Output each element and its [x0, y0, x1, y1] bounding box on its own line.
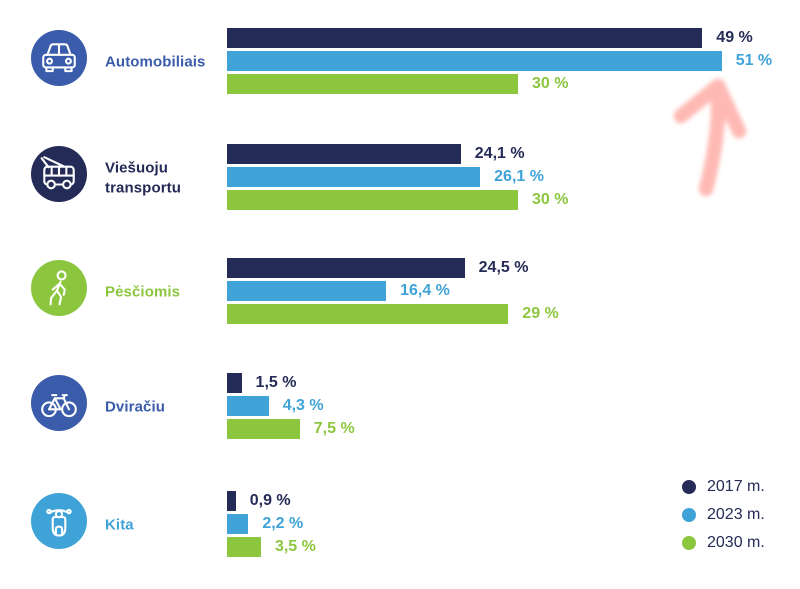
- bar-value-label: 24,1 %: [474, 145, 525, 162]
- bar-2023m: [227, 396, 269, 416]
- bar-2030m: [227, 537, 261, 557]
- bar-2017m: [227, 373, 242, 393]
- bar-group: 24,5 % 16,4 % 29 %: [227, 258, 559, 327]
- bar-row: 51 %: [227, 51, 772, 71]
- bar-row: 3,5 %: [227, 537, 316, 557]
- bar-row: 30 %: [227, 74, 772, 94]
- category-row: Dviračiu 1,5 % 4,3 % 7,5 %: [0, 373, 800, 439]
- category-label: Viešuoju transportu: [105, 159, 181, 197]
- bar-value-label: 30 %: [532, 191, 569, 208]
- legend-label: 2023 m.: [707, 506, 765, 523]
- bar-row: 4,3 %: [227, 396, 355, 416]
- bar-2030m: [227, 419, 300, 439]
- bar-row: 30 %: [227, 190, 568, 210]
- bar-value-label: 0,9 %: [249, 492, 291, 509]
- category-label: Pėsčiomis: [105, 283, 181, 301]
- bar-value-label: 49 %: [716, 29, 753, 46]
- bar-group: 49 % 51 % 30 %: [227, 28, 772, 97]
- bar-value-label: 26,1 %: [494, 168, 544, 185]
- bar-group: 0,9 % 2,2 % 3,5 %: [227, 491, 316, 560]
- trolleybus-icon: [38, 153, 80, 195]
- bar-row: 16,4 %: [227, 281, 559, 301]
- legend-label: 2030 m.: [707, 534, 765, 551]
- pedestrian-icon: [38, 267, 80, 309]
- category-row: Automobiliais 49 % 51 % 30 %: [0, 28, 800, 94]
- bar-value-label: 16,4 %: [400, 282, 450, 299]
- category-icon-badge: [31, 146, 87, 202]
- bicycle-icon: [38, 382, 80, 424]
- legend-dot-icon: [682, 508, 696, 522]
- bar-value-label: 29 %: [522, 305, 559, 322]
- bar-row: 0,9 %: [227, 491, 316, 511]
- bar-2017m: [227, 491, 236, 511]
- category-row: Viešuoju transportu 24,1 % 26,1 % 30 %: [0, 144, 800, 210]
- bar-value-label: 30 %: [532, 75, 569, 92]
- bar-value-label: 51 %: [735, 52, 773, 69]
- bar-2017m: [227, 144, 461, 164]
- bar-2023m: [227, 167, 481, 187]
- legend: 2017 m. 2023 m. 2030 m.: [682, 478, 765, 564]
- bar-2023m: [227, 281, 387, 301]
- bar-row: 2,2 %: [227, 514, 316, 534]
- legend-item: 2017 m.: [682, 478, 765, 495]
- bar-row: 7,5 %: [227, 419, 355, 439]
- bar-value-label: 4,3 %: [282, 397, 324, 414]
- bar-2023m: [227, 514, 249, 534]
- category-icon-badge: [31, 493, 87, 549]
- bar-2030m: [227, 304, 509, 324]
- category-row: Kita 0,9 % 2,2 % 3,5 %: [0, 491, 800, 557]
- bar-row: 24,1 %: [227, 144, 568, 164]
- category-icon-badge: [31, 260, 87, 316]
- bar-row: 1,5 %: [227, 373, 355, 393]
- legend-item: 2023 m.: [682, 506, 765, 523]
- bar-row: 49 %: [227, 28, 772, 48]
- bar-2017m: [227, 28, 703, 48]
- legend-dot-icon: [682, 536, 696, 550]
- bar-row: 29 %: [227, 304, 559, 324]
- legend-item: 2030 m.: [682, 534, 765, 551]
- bar-value-label: 1,5 %: [255, 374, 297, 391]
- car-icon: [38, 37, 80, 79]
- bar-value-label: 3,5 %: [274, 538, 316, 555]
- bar-2017m: [227, 258, 465, 278]
- legend-dot-icon: [682, 480, 696, 494]
- category-label: Automobiliais: [105, 53, 206, 71]
- bar-group: 24,1 % 26,1 % 30 %: [227, 144, 568, 213]
- category-row: Pėsčiomis 24,5 % 16,4 % 29 %: [0, 258, 800, 324]
- bar-2023m: [227, 51, 722, 71]
- bar-group: 1,5 % 4,3 % 7,5 %: [227, 373, 355, 442]
- category-icon-badge: [31, 30, 87, 86]
- bar-value-label: 24,5 %: [478, 259, 529, 276]
- bar-2030m: [227, 74, 518, 94]
- category-label: Kita: [105, 516, 134, 534]
- bar-row: 24,5 %: [227, 258, 559, 278]
- scooter-icon: [38, 500, 80, 542]
- category-label: Dviračiu: [105, 398, 165, 416]
- category-icon-badge: [31, 375, 87, 431]
- bar-row: 26,1 %: [227, 167, 568, 187]
- bar-value-label: 2,2 %: [262, 515, 304, 532]
- bar-2030m: [227, 190, 518, 210]
- legend-label: 2017 m.: [707, 478, 765, 495]
- bar-value-label: 7,5 %: [313, 420, 355, 437]
